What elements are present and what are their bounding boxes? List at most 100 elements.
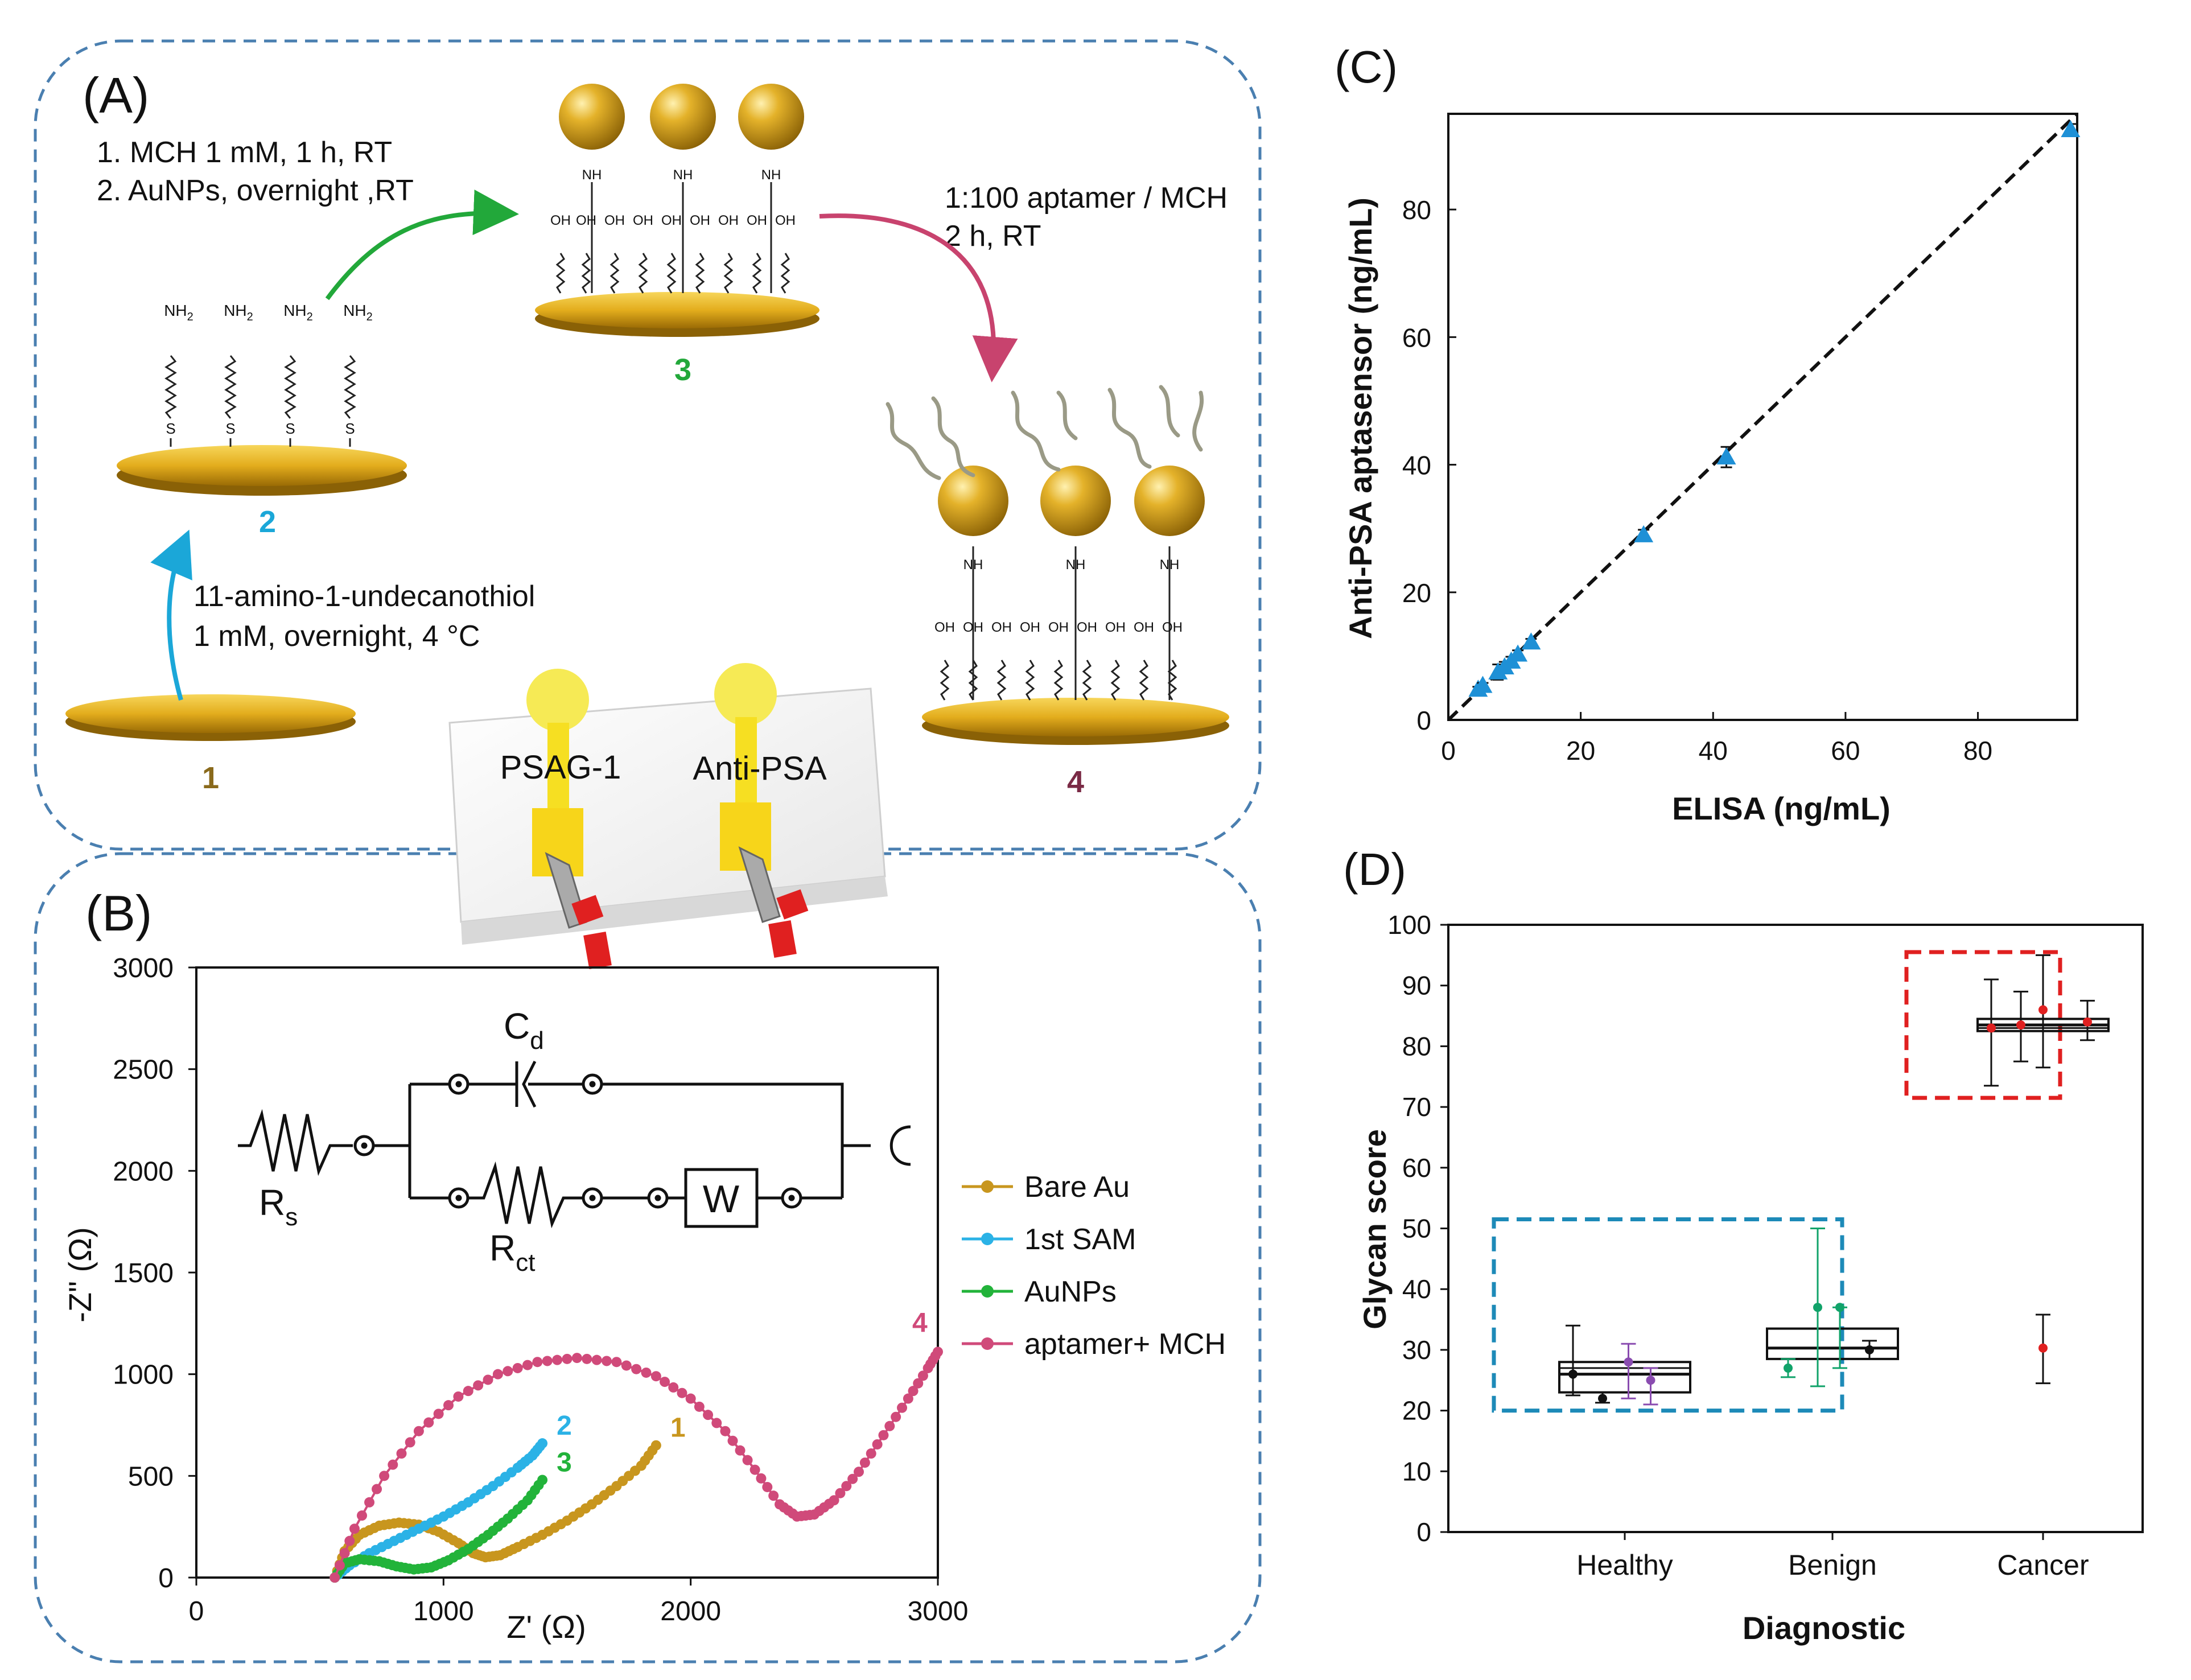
benign-healthy-highlight — [1492, 1217, 1844, 1413]
data-point — [453, 1391, 464, 1402]
y-tick-label: 70 — [1402, 1092, 1431, 1122]
arrow-blue — [150, 529, 192, 701]
data-point — [650, 1440, 661, 1451]
x-tick-label: Benign — [1788, 1549, 1877, 1581]
cd-subscript: d — [530, 1027, 543, 1055]
y-tick-label: 20 — [1402, 1396, 1431, 1426]
data-point — [660, 1377, 670, 1387]
gold-nanoparticle — [559, 84, 625, 150]
amine-label: NH — [283, 302, 306, 319]
data-point — [349, 1523, 360, 1534]
svg-text:NH2: NH2 — [164, 302, 193, 323]
hydroxyl-label: OH — [718, 213, 739, 228]
chip-label-psag1: PSAG-1 — [500, 749, 621, 786]
fit-line — [1447, 112, 2079, 722]
y-tick-label: 2000 — [113, 1156, 174, 1187]
y-tick-label: 0 — [158, 1563, 174, 1593]
data-point — [903, 1393, 913, 1404]
data-point — [762, 1481, 773, 1492]
data-point — [749, 1464, 760, 1475]
equivalent-circuit — [238, 1060, 911, 1229]
y-tick-label: 40 — [1402, 451, 1431, 480]
y-tick-label: 3000 — [113, 953, 174, 983]
y-tick-label: 80 — [1402, 1031, 1431, 1061]
data-point — [388, 1459, 398, 1470]
data-point — [1568, 1369, 1578, 1379]
amine-subscript: 2 — [187, 311, 193, 323]
rs-label: R — [259, 1182, 285, 1223]
step1-line1: 1. MCH 1 mM, 1 h, RT — [97, 136, 392, 169]
hydroxyl-label: OH — [991, 620, 1012, 635]
data-point — [1521, 632, 1541, 650]
hydroxyl-label: OH — [1020, 620, 1040, 635]
data-point — [1634, 525, 1654, 542]
data-point — [537, 1438, 548, 1449]
cancer-highlight — [1904, 950, 2062, 1100]
nyquist-plot: 1 2 3 4 — [330, 1308, 943, 1583]
gold-disk-2 — [117, 445, 407, 496]
panel-b: (B) 0 500 1000 1500 2000 2500 3000 0 1000 2000 300… — [62, 885, 1226, 1645]
data-point — [913, 1378, 924, 1389]
data-point — [463, 1386, 473, 1397]
data-point — [829, 1495, 839, 1506]
gold-nanoparticle — [738, 84, 804, 150]
hydroxyl-label: OH — [690, 213, 710, 228]
y-tick-label: 90 — [1402, 971, 1431, 1000]
panel-a: (A) 1. MCH 1 mM, 1 h, RT 2. AuNPs, overn… — [65, 67, 1229, 970]
data-point — [443, 1400, 454, 1411]
data-point — [891, 1411, 901, 1422]
hydroxyl-label: OH — [934, 620, 955, 635]
hydroxyl-label: OH — [963, 620, 983, 635]
data-point — [2083, 1017, 2092, 1027]
amine-link-label: NH — [673, 167, 693, 183]
glycan-plot — [1492, 950, 2110, 1413]
plot-frame — [1447, 113, 2078, 721]
data-point — [562, 1353, 573, 1364]
data-point — [2061, 120, 2081, 138]
y-tick-label: 50 — [1402, 1214, 1431, 1243]
data-point — [1835, 1303, 1844, 1312]
legend-label: aptamer+ MCH — [1024, 1328, 1226, 1361]
sulfur-label: S — [345, 420, 355, 437]
amine-label: NH — [224, 302, 246, 319]
data-point — [483, 1374, 493, 1385]
data-point — [768, 1490, 779, 1501]
data-point — [1987, 1023, 1996, 1033]
mch-chains-4 — [940, 546, 1177, 701]
y-tick-label: 60 — [1402, 323, 1431, 352]
circuit-labels: Cd Rs Rct W — [259, 1006, 739, 1277]
data-point — [756, 1473, 767, 1484]
data-point — [2016, 1020, 2025, 1030]
data-point — [621, 1360, 632, 1371]
step-number-1: 1 — [202, 761, 219, 795]
x-axis-title: ELISA (ng/mL) — [1672, 790, 1891, 826]
y-tick-label: 20 — [1402, 578, 1431, 608]
step0-line1: 11-amino-1-undecanothiol — [193, 580, 535, 613]
data-point — [859, 1457, 870, 1468]
data-point — [503, 1366, 513, 1377]
data-point — [433, 1409, 444, 1419]
data-point — [423, 1417, 434, 1428]
y-tick-label: 30 — [1402, 1335, 1431, 1365]
data-point — [473, 1380, 484, 1391]
y-tick-label: 1500 — [113, 1258, 174, 1288]
step-number-4: 4 — [1067, 765, 1084, 799]
svg-text:NH2: NH2 — [343, 302, 373, 323]
hydroxyl-label: OH — [1134, 620, 1154, 635]
x-tick-label: 60 — [1831, 736, 1860, 765]
data-point — [1784, 1363, 1793, 1373]
aptamer-strands — [886, 385, 1204, 480]
data-point — [841, 1481, 852, 1492]
data-point — [1646, 1376, 1655, 1385]
step1-line2: 2. AuNPs, overnight ,RT — [97, 174, 414, 207]
amine-subscript: 2 — [366, 311, 373, 323]
sulfur-label: S — [225, 420, 235, 437]
data-point — [591, 1354, 602, 1365]
gold-nanoparticle — [1134, 466, 1205, 536]
data-point — [1598, 1394, 1607, 1403]
amine-link-label: NH — [963, 557, 983, 573]
data-point — [917, 1370, 928, 1381]
arrow-green — [325, 190, 519, 300]
y-tick-label: 40 — [1402, 1274, 1431, 1304]
